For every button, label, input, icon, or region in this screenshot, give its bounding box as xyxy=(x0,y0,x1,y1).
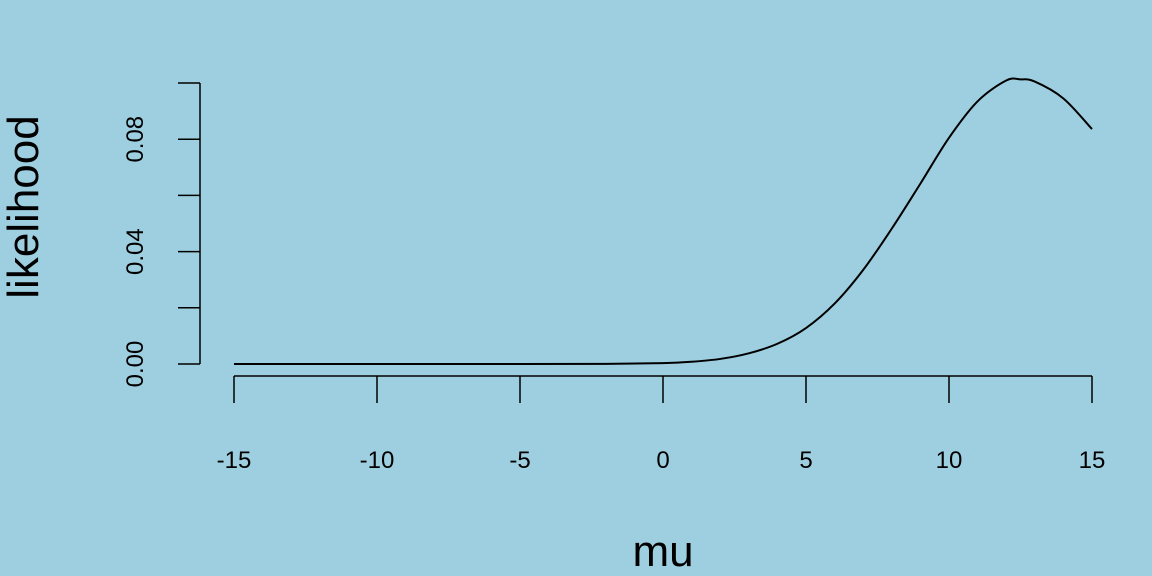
likelihood-curve-line xyxy=(234,77,1093,366)
x-tick-label: 0 xyxy=(656,447,669,474)
y-axis-title: likelihood xyxy=(0,115,48,298)
x-tick-label: -15 xyxy=(217,447,252,474)
series-layer xyxy=(234,77,1093,366)
x-tick-label: 5 xyxy=(799,447,812,474)
y-tick-label: 0.00 xyxy=(122,341,149,388)
x-tick-label: -5 xyxy=(509,447,530,474)
x-tick-label: 15 xyxy=(1079,447,1106,474)
x-axis: -15 -10 -5 0 5 10 15 xyxy=(217,375,1106,474)
x-tick-label: 10 xyxy=(936,447,963,474)
y-tick-label: 0.04 xyxy=(122,228,149,275)
x-tick-label: -10 xyxy=(360,447,395,474)
y-tick-label: 0.08 xyxy=(122,116,149,163)
y-axis: 0.00 0.04 0.08 xyxy=(122,82,201,388)
x-axis-title: mu xyxy=(632,527,693,576)
